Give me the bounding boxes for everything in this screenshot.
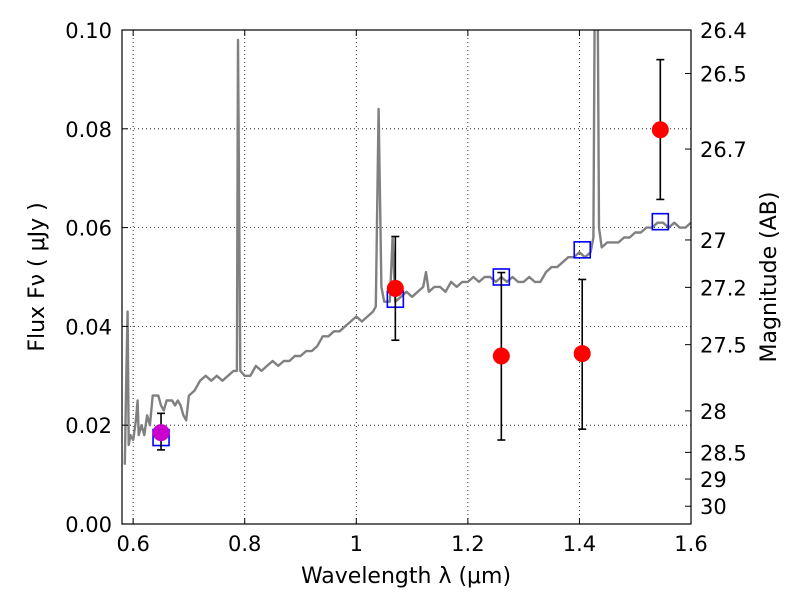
right-tick-label: 28 xyxy=(700,400,727,424)
right-tick-label: 26.7 xyxy=(700,138,747,162)
right-axis-label: Magnitude (AB) xyxy=(757,192,782,363)
observed-point xyxy=(492,347,510,365)
y-axis-ticks: 0.00 0.02 0.04 0.06 0.08 0.10 xyxy=(65,19,128,537)
x-tick-label: 0.8 xyxy=(228,532,261,556)
y-tick-label: 0.08 xyxy=(65,118,112,142)
x-axis-ticks: 0.6 0.8 1 1.2 1.4 1.6 xyxy=(116,30,708,556)
x-axis-label: Wavelength λ (μm) xyxy=(301,564,511,589)
template-spectrum-layer xyxy=(123,30,691,465)
x-tick-label: 1 xyxy=(350,532,363,556)
right-tick-label: 29 xyxy=(700,468,727,492)
plot-frame xyxy=(121,29,692,525)
observed-point xyxy=(573,345,591,363)
model-photometry-marker xyxy=(651,212,670,231)
right-axis-ticks: 26.4 26.5 26.7 27 27.2 27.5 28 28.5 29 30 xyxy=(685,19,747,519)
y-tick-label: 0.10 xyxy=(65,19,112,43)
right-tick-label: 27.5 xyxy=(700,334,747,358)
plot-background xyxy=(122,30,691,524)
observed-point xyxy=(651,121,669,139)
right-tick-label: 30 xyxy=(700,495,727,519)
right-tick-label: 26.5 xyxy=(700,62,747,86)
x-tick-label: 1.6 xyxy=(674,532,707,556)
observed-points-layer xyxy=(152,121,669,442)
y-tick-label: 0.06 xyxy=(65,217,112,241)
observed-point xyxy=(152,424,170,442)
x-tick-label: 0.6 xyxy=(116,532,149,556)
model-photometry-marker xyxy=(573,241,592,259)
x-tick-label: 1.2 xyxy=(451,532,484,556)
y-tick-label: 0.04 xyxy=(65,315,112,339)
x-tick-label: 1.4 xyxy=(563,532,596,556)
right-tick-label: 27.2 xyxy=(700,276,747,300)
template-spectrum-line xyxy=(123,30,691,465)
y-tick-label: 0.00 xyxy=(65,513,112,537)
observed-point xyxy=(386,279,404,297)
y-tick-label: 0.02 xyxy=(65,414,112,438)
right-tick-label: 28.5 xyxy=(700,441,747,465)
right-tick-label: 26.4 xyxy=(700,19,747,43)
right-tick-label: 27 xyxy=(700,229,727,253)
y-axis-label: Flux Fν ( μJy ) xyxy=(25,202,50,351)
